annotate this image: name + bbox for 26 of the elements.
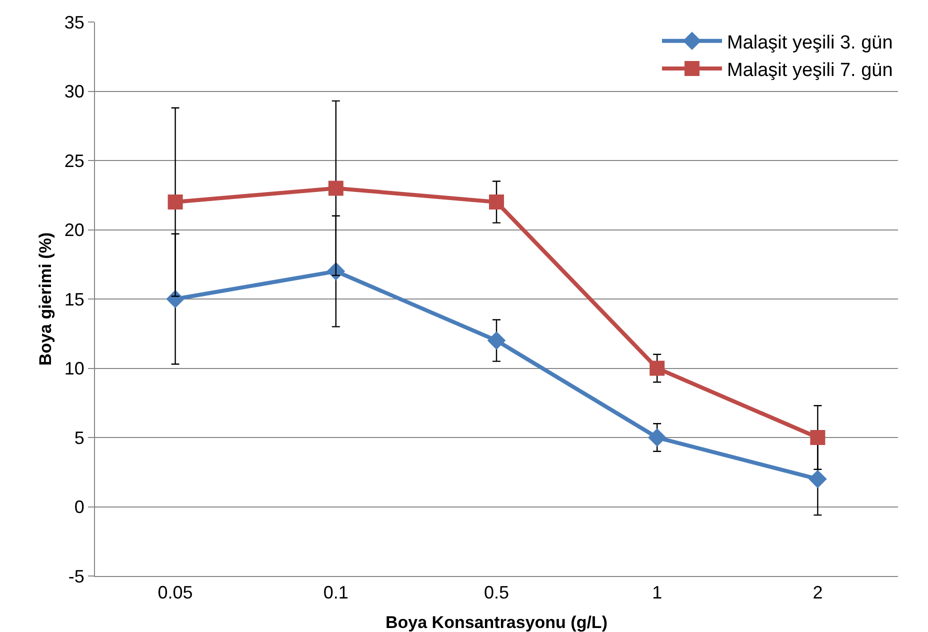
y-axis-title: Boya gierimi (%): [36, 232, 55, 366]
x-tick-label: 0.5: [484, 582, 510, 603]
point: [810, 430, 826, 445]
y-tick-label: 15: [64, 289, 84, 310]
legend-label: Malaşit yeşili 3. gün: [727, 32, 893, 54]
y-tick-label: 30: [64, 82, 84, 102]
y-tick-label: 5: [74, 428, 84, 448]
y-tick-label: 10: [64, 358, 84, 379]
x-tick-label: 0.05: [158, 582, 193, 603]
point: [808, 470, 827, 488]
point: [488, 332, 506, 350]
x-tick-label: 0.1: [323, 582, 348, 603]
legend-label: Malaşit yeşili 7. gün: [727, 60, 893, 81]
point: [648, 428, 666, 446]
point: [168, 194, 183, 210]
point: [650, 360, 665, 376]
y-tick-label: 0: [74, 497, 84, 518]
y-tick-label: -5: [68, 566, 84, 586]
x-axis-title: Boya Konsantrasyonu (g/L): [386, 613, 608, 632]
x-tick-label: 1: [652, 582, 662, 603]
y-tick-label: 25: [64, 150, 84, 171]
point: [489, 194, 504, 210]
y-tick-label: 20: [64, 220, 84, 240]
y-tick-label: 35: [64, 12, 84, 32]
point: [328, 180, 344, 196]
x-tick-label: 2: [812, 582, 823, 603]
